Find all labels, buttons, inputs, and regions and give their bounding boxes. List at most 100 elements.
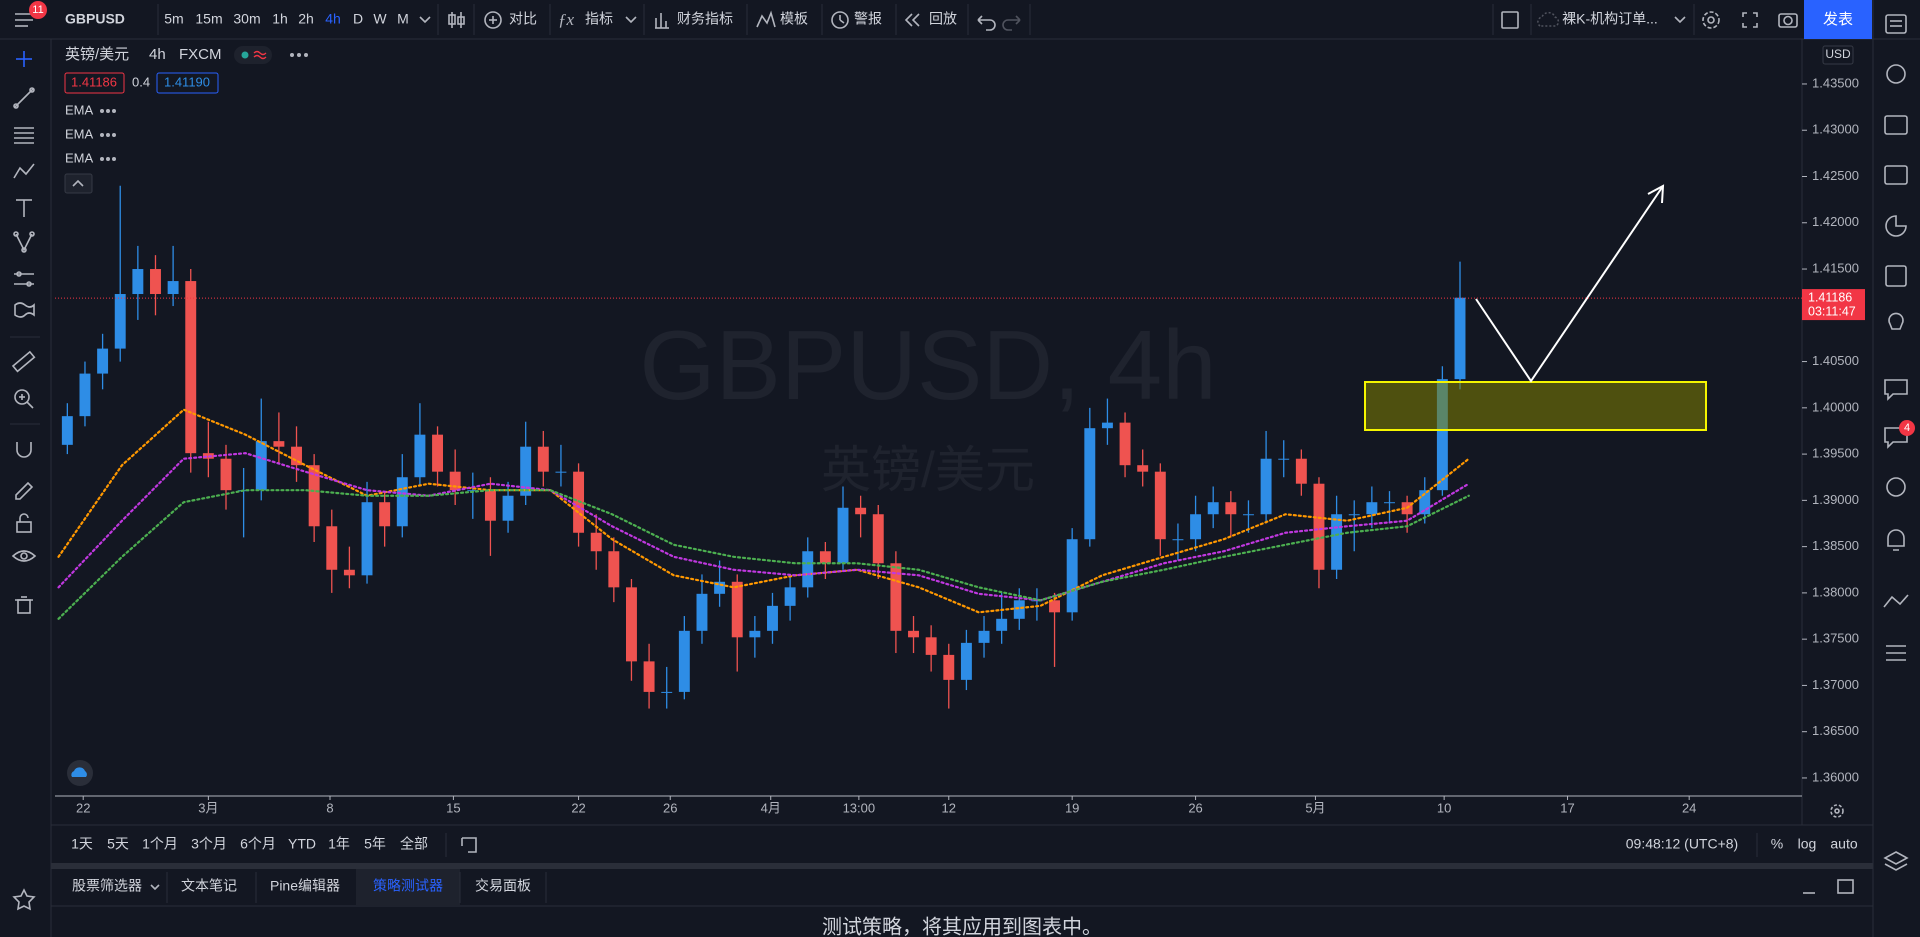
text-tool[interactable] [16,199,32,217]
magnet-tool[interactable] [16,442,32,458]
buy-box[interactable] [156,72,219,94]
news[interactable] [1884,115,1908,135]
draw-mode-tool[interactable] [15,481,34,500]
chevron[interactable] [419,16,431,24]
layers[interactable] [1883,851,1909,871]
tool-indicators[interactable]: 指标 [585,11,613,27]
indicator-icon[interactable]: ƒx [558,10,575,29]
data-window[interactable] [1884,165,1908,185]
ruler-tool[interactable] [11,350,36,373]
chevron[interactable] [625,16,637,24]
hotlist[interactable] [1885,215,1907,237]
lock-tool[interactable] [16,513,32,533]
symbol[interactable]: GBPUSD [65,11,125,27]
interval[interactable]: 2h [298,11,314,27]
alert-icon[interactable] [831,11,849,29]
watchlist[interactable] [1885,14,1907,34]
ask[interactable]: 1.41190 [164,74,210,89]
settings-icon[interactable] [1702,11,1720,29]
arrow-drawing[interactable] [1475,185,1664,383]
fib-tool[interactable] [14,127,34,144]
templates-icon[interactable] [756,10,776,28]
panel-tab-active[interactable]: 策略测试器 [373,878,443,894]
indicator-label[interactable]: EMA [65,126,94,141]
indicator-menus[interactable] [100,109,116,161]
interval[interactable]: M [397,11,409,27]
range[interactable]: 5天 [107,836,129,852]
range[interactable]: 5年 [364,836,386,852]
collapse-icon[interactable] [72,179,84,187]
tool-replay[interactable]: 回放 [929,11,957,27]
icon-tool[interactable] [14,302,35,318]
notifications[interactable] [1887,529,1905,551]
arrow-head[interactable] [1647,184,1665,204]
projection-tool[interactable] [13,231,35,253]
bid[interactable]: 1.41186 [71,74,117,89]
trendline-tool[interactable] [13,87,35,109]
goto-date[interactable] [461,837,477,853]
interval[interactable]: 30m [233,11,260,27]
sell-box[interactable] [64,72,125,94]
panel-tab[interactable]: Pine编辑器 [270,878,340,894]
layout-icon[interactable] [1501,11,1519,29]
interval[interactable]: 5m [164,11,183,27]
pattern-tool[interactable] [13,163,35,179]
alerts-panel[interactable] [1886,64,1906,84]
tool-compare[interactable]: 对比 [509,11,537,27]
interval-active[interactable]: 4h [325,11,341,27]
range[interactable]: 1年 [328,836,350,852]
zoom-tool[interactable] [14,389,34,409]
publish-label[interactable]: 发表 [1823,11,1853,28]
time-axis-settings[interactable] [1830,804,1844,818]
zone-drawing[interactable] [1364,381,1707,431]
tool-financials[interactable]: 财务指标 [677,11,733,27]
range[interactable]: 3个月 [191,836,227,852]
currency-box[interactable] [1822,45,1854,65]
panel-tab[interactable]: 交易面板 [475,878,531,894]
chevron[interactable] [150,884,160,891]
currency[interactable]: USD [1825,47,1851,61]
range[interactable]: YTD [288,836,316,852]
tool-templates[interactable]: 模板 [780,11,808,27]
range[interactable]: 6个月 [240,836,276,852]
chevron[interactable] [1674,16,1686,24]
status-pill[interactable] [234,46,272,64]
indicator-label[interactable]: EMA [65,150,94,165]
legend-menu[interactable] [290,53,308,57]
chart-type-button[interactable] [448,12,465,28]
financials-icon[interactable] [655,13,669,29]
publish-button[interactable] [1804,0,1872,39]
tool-alerts[interactable]: 警报 [854,11,882,27]
interval[interactable]: D [353,11,363,27]
favorites[interactable] [12,888,36,911]
ideas[interactable] [1888,312,1904,330]
maximize-panel[interactable] [1837,879,1854,894]
scale-option[interactable]: % [1771,836,1783,852]
crosshair-tool[interactable] [16,51,32,67]
fullscreen-icon[interactable] [1742,12,1758,28]
scale-option[interactable]: log [1798,836,1817,852]
layout-name[interactable]: 裸K-机构订单... [1562,11,1658,27]
range[interactable]: 1个月 [142,836,178,852]
measure-group-tool[interactable] [14,271,34,287]
chats[interactable] [1884,379,1908,401]
interval[interactable]: 1h [272,11,288,27]
compare-icon[interactable] [484,11,502,29]
trading[interactable] [1883,594,1909,608]
panel-tab[interactable]: 文本笔记 [181,878,237,894]
calendar[interactable] [1885,265,1907,287]
indicator-label[interactable]: EMA [65,102,94,117]
range[interactable]: 1天 [71,836,93,852]
panel-tab[interactable]: 股票筛选器 [72,878,142,894]
interval[interactable]: 15m [195,11,222,27]
visibility-tool[interactable] [11,550,37,562]
range[interactable]: 全部 [400,836,428,852]
remove-tool[interactable] [15,596,33,614]
support[interactable] [1886,477,1906,497]
interval[interactable]: W [373,11,387,27]
dom[interactable] [1886,645,1906,661]
snapshot-icon[interactable] [1778,13,1798,28]
replay-icon[interactable] [904,13,920,27]
undo[interactable] [977,15,996,31]
collapse-legend[interactable] [64,173,93,194]
